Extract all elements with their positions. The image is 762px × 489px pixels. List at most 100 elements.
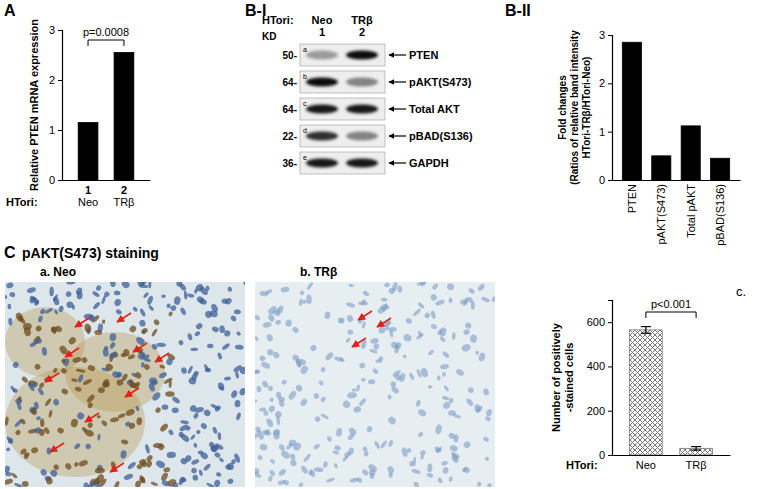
cell-nucleus [117, 413, 126, 419]
cell-nucleus [391, 282, 398, 292]
cell-nucleus [205, 286, 209, 291]
cell-nucleus [430, 310, 436, 319]
tick-label: 400 [587, 360, 605, 372]
cell-nucleus [51, 326, 58, 332]
axis-title: (Ratios of relative band intensity [569, 30, 580, 185]
cell-nucleus [211, 325, 220, 333]
axis-line [608, 36, 613, 181]
cell-nucleus [14, 429, 21, 436]
cell-nucleus [269, 458, 276, 464]
cell-nucleus [168, 429, 175, 436]
x-label-prefix: HTori: [6, 196, 38, 208]
arrow [50, 443, 64, 452]
bar [622, 42, 641, 180]
axis-title: Number of positively [550, 322, 562, 432]
tick-mark [608, 35, 612, 36]
cell-nucleus [334, 356, 344, 363]
tick-mark [58, 80, 62, 81]
tick-label: 3 [599, 29, 605, 41]
kd-marker: 64- [283, 77, 297, 88]
cell-nucleus [49, 287, 53, 297]
bars [622, 42, 729, 180]
cell-nucleus [362, 290, 370, 297]
cell-nucleus [214, 405, 222, 413]
cell-nucleus [203, 463, 212, 472]
cell-nucleus [208, 441, 216, 449]
cell-nucleus [14, 482, 23, 487]
cell-nucleus [358, 301, 368, 305]
cell-nucleus [83, 428, 95, 438]
cell-nucleus [460, 299, 468, 305]
y-axis: 0123 [49, 24, 63, 186]
cell-nucleus [8, 318, 13, 326]
arrow [389, 162, 406, 163]
axis-title: HTori-TRβ/HTori-Neo) [581, 57, 592, 159]
arrow [389, 135, 406, 136]
micrograph-background [5, 282, 245, 487]
protein-label: pAKT(S473) [409, 76, 472, 88]
cell-nucleus [94, 477, 101, 485]
cell-nucleus [5, 416, 9, 426]
cell-nucleus [348, 284, 354, 288]
bar-chart: 0123PTENpAKT(S473)Total pAKTpBAD(S136)Fo… [505, 2, 741, 246]
arrow [85, 413, 99, 422]
cell-nucleus [227, 478, 234, 485]
cell-nucleus [101, 295, 107, 304]
cell-nucleus [359, 362, 366, 369]
cell-nucleus [214, 451, 222, 458]
cell-nucleus [98, 387, 105, 393]
cell-nucleus [384, 323, 389, 331]
cell-nucleus [212, 426, 218, 434]
error-bar-line [645, 327, 646, 334]
cell-nucleus [230, 315, 238, 323]
cell-nucleus [320, 366, 327, 373]
y-tick: 0 [49, 174, 62, 186]
cell-nucleus [477, 283, 486, 292]
cell-nucleus [151, 343, 159, 351]
cell-nucleus [382, 303, 388, 312]
micrograph [255, 282, 495, 487]
cell-nucleus [114, 298, 122, 307]
cell-nucleus [109, 282, 116, 288]
cell-nucleus [71, 304, 75, 310]
cell-nucleus [268, 385, 273, 391]
cell-nucleus [443, 384, 449, 392]
cell-nucleus [378, 356, 384, 362]
cell-nucleus [455, 368, 465, 377]
tick-label: Neo [78, 196, 98, 208]
cell-nucleus [291, 326, 300, 335]
cell-nucleus [139, 308, 146, 317]
tick-label: Neo [636, 459, 656, 471]
cell-nucleus [166, 303, 172, 309]
row-letter: c [303, 100, 307, 107]
tick-mark [608, 322, 612, 323]
cell-nucleus [207, 343, 214, 348]
cell-nucleus [36, 416, 42, 421]
cell-nucleus [352, 388, 357, 391]
cell-nucleus [171, 482, 179, 487]
x-tick: TRβ [686, 455, 707, 471]
cell-nucleus [426, 472, 434, 478]
cell-nucleus [51, 326, 57, 334]
cell-nucleus [143, 292, 150, 299]
y-tick: 200 [587, 405, 612, 417]
band [306, 132, 338, 141]
significance-bracket [88, 40, 124, 46]
row-letter: a [303, 46, 307, 53]
cell-nucleus [368, 468, 377, 477]
annotation: p<0.001 [651, 298, 691, 310]
cell-nucleus [335, 427, 342, 437]
protein-label: pBAD(S136) [409, 130, 473, 142]
cell-nucleus [358, 397, 367, 407]
panel-label: B-II [505, 2, 531, 19]
cell-nucleus [35, 337, 43, 344]
cell-nucleus [144, 353, 151, 360]
cell-nucleus [402, 354, 407, 359]
cell-nucleus [86, 393, 96, 403]
cell-nucleus [389, 327, 397, 332]
row-letter: e [303, 154, 307, 161]
cell-nucleus [361, 321, 366, 329]
error-bar-line [691, 450, 701, 451]
cell-nucleus [66, 282, 76, 285]
cell-nucleus [268, 405, 277, 414]
